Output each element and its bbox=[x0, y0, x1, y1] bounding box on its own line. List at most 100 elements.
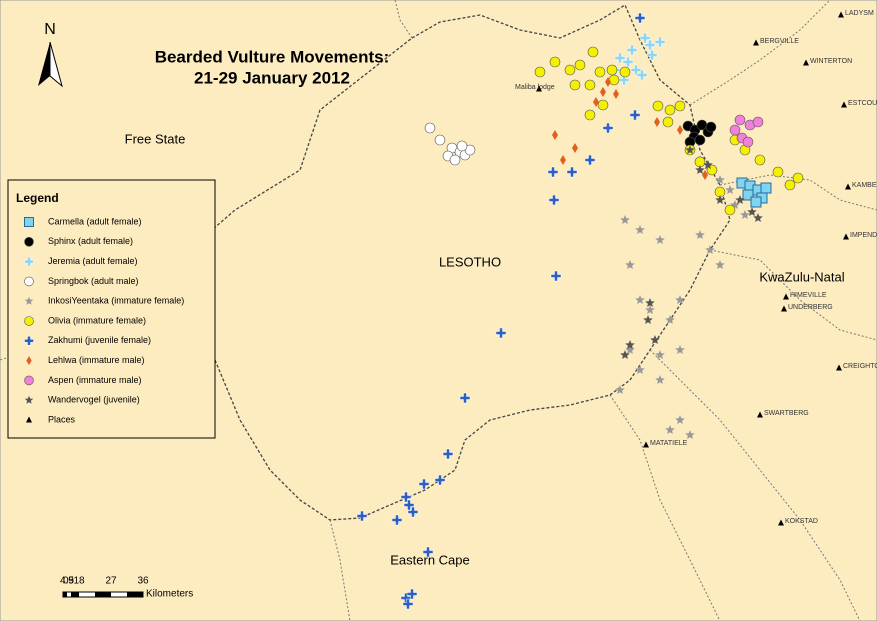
circle-marker bbox=[587, 46, 599, 58]
cross-marker bbox=[434, 474, 446, 486]
cross-marker bbox=[459, 392, 471, 404]
cross-marker bbox=[622, 56, 634, 68]
cross-marker bbox=[548, 194, 560, 206]
scale-tick-label: 27 bbox=[105, 576, 117, 587]
scale-tick-label: 18 bbox=[73, 576, 85, 587]
place-label: KAMBERG bbox=[852, 182, 877, 189]
star-marker bbox=[665, 425, 675, 434]
place-label: LADYSM bbox=[845, 10, 874, 17]
cross-marker bbox=[442, 448, 454, 460]
arrow-left bbox=[38, 42, 50, 86]
legend-title: Legend bbox=[16, 191, 59, 205]
region-label: KwaZulu-Natal bbox=[759, 269, 844, 284]
square-marker bbox=[750, 196, 762, 208]
circle-marker bbox=[608, 74, 620, 86]
place-label: ESTCOURT bbox=[848, 100, 877, 107]
triangle-marker bbox=[841, 101, 847, 108]
province-border bbox=[609, 394, 721, 621]
cross-marker bbox=[356, 510, 368, 522]
scale-segment bbox=[127, 592, 143, 597]
place-label: UNDERBERG bbox=[788, 304, 833, 311]
cross-marker bbox=[629, 109, 641, 121]
scale-segment bbox=[63, 592, 67, 597]
cross-marker bbox=[547, 166, 559, 178]
circle-marker bbox=[24, 237, 34, 247]
cross-marker bbox=[418, 478, 430, 490]
square-marker bbox=[24, 217, 34, 227]
star-marker bbox=[625, 260, 635, 269]
star-marker bbox=[655, 350, 665, 359]
place-label: CREIGHTON bbox=[843, 363, 877, 370]
cross-marker bbox=[495, 327, 507, 339]
place-label: MATATIELE bbox=[650, 440, 688, 447]
star-marker bbox=[645, 305, 655, 314]
arrow-right bbox=[49, 41, 63, 88]
triangle-marker bbox=[753, 39, 759, 46]
diamond-marker bbox=[26, 356, 32, 366]
triangle-marker bbox=[843, 233, 849, 240]
circle-marker bbox=[652, 100, 664, 112]
star-marker bbox=[625, 340, 635, 349]
scale-tick-label: 0 bbox=[63, 576, 69, 587]
lesotho-border bbox=[174, 4, 731, 521]
circle-marker bbox=[584, 109, 596, 121]
star-marker bbox=[615, 385, 625, 394]
diamond-marker bbox=[654, 117, 660, 127]
star-marker bbox=[685, 430, 695, 439]
star-marker bbox=[24, 395, 34, 404]
place-label: KOKSTAD bbox=[785, 518, 818, 525]
diamond-marker bbox=[677, 125, 683, 135]
province-border bbox=[394, 0, 413, 39]
circle-marker bbox=[534, 66, 546, 78]
circle-marker bbox=[724, 204, 736, 216]
star-marker bbox=[740, 210, 750, 219]
star-marker bbox=[675, 415, 685, 424]
scale-segment bbox=[95, 592, 111, 597]
square-marker bbox=[742, 189, 754, 201]
circle-marker bbox=[734, 114, 746, 126]
diamond-marker bbox=[702, 170, 708, 180]
circle-marker bbox=[424, 122, 436, 134]
province-border bbox=[719, 174, 877, 211]
cross-marker bbox=[644, 39, 656, 51]
star-marker bbox=[695, 230, 705, 239]
triangle-marker bbox=[26, 416, 32, 423]
circle-marker bbox=[574, 59, 586, 71]
cross-marker bbox=[614, 52, 626, 64]
star-marker bbox=[715, 195, 725, 204]
legend: Legend Carmella (adult female) Sphinx (ad… bbox=[7, 179, 216, 439]
cross-marker bbox=[602, 122, 614, 134]
scale-bar: Kilometers bbox=[62, 589, 193, 600]
star-marker bbox=[735, 195, 745, 204]
cross-marker bbox=[403, 499, 415, 511]
diamond-marker bbox=[552, 130, 558, 140]
legend-label: Springbok (adult male) bbox=[48, 276, 139, 286]
circle-marker bbox=[597, 99, 609, 111]
cross-marker bbox=[391, 514, 403, 526]
circle-marker bbox=[564, 64, 576, 76]
circle-marker bbox=[456, 140, 468, 152]
scale-segment bbox=[71, 592, 79, 597]
circle-marker bbox=[569, 79, 581, 91]
circle-marker bbox=[606, 64, 618, 76]
province-border bbox=[329, 519, 351, 621]
star-marker bbox=[635, 295, 645, 304]
diamond-marker bbox=[600, 87, 606, 97]
place-label: IMPENDLE bbox=[850, 232, 877, 239]
triangle-marker bbox=[803, 59, 809, 66]
diamond-marker bbox=[572, 143, 578, 153]
region-label: LESOTHO bbox=[439, 254, 501, 269]
cross-marker bbox=[400, 592, 412, 604]
star-marker bbox=[643, 315, 653, 324]
star-marker bbox=[635, 225, 645, 234]
circle-marker bbox=[674, 100, 686, 112]
triangle-marker bbox=[783, 293, 789, 300]
diamond-marker bbox=[605, 77, 611, 87]
legend-label: Zakhumi (juvenile female) bbox=[48, 335, 151, 345]
place-label: HIMEVILLE bbox=[790, 292, 827, 299]
place-label: Maliba lodge bbox=[515, 84, 555, 91]
cross-marker bbox=[422, 546, 434, 558]
circle-marker bbox=[549, 56, 561, 68]
star-marker bbox=[635, 365, 645, 374]
circle-marker bbox=[772, 166, 784, 178]
